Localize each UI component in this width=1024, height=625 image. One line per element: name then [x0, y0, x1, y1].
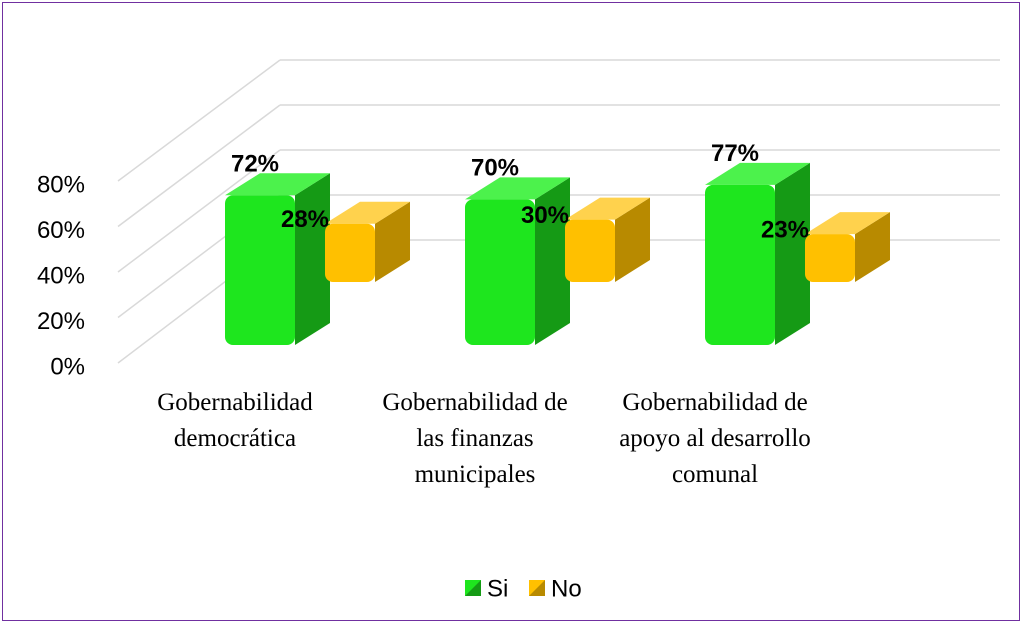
y-tick-label: 40%	[37, 262, 85, 289]
legend-label: No	[551, 575, 582, 602]
bar	[705, 184, 775, 345]
data-label: 72%	[231, 151, 279, 178]
x-tick-label: Gobernabilidad de las finanzas municipal…	[382, 389, 568, 488]
bar-top	[325, 201, 410, 224]
legend-label: Si	[487, 575, 508, 602]
bar	[225, 195, 295, 345]
data-label: 70%	[471, 155, 519, 182]
grid-line	[117, 59, 281, 182]
x-tick-label: Gobernabilidad democrática	[157, 389, 313, 452]
bar-side	[375, 201, 410, 282]
grid-line	[117, 149, 281, 273]
legend-swatch	[529, 580, 545, 596]
bar-top	[705, 162, 810, 185]
bar	[805, 234, 855, 282]
y-tick-label: 0%	[50, 353, 85, 380]
data-label: 23%	[761, 217, 809, 244]
grid-line	[117, 104, 281, 228]
y-tick-label: 80%	[37, 171, 85, 198]
bar	[565, 219, 615, 282]
data-label: 28%	[281, 206, 329, 233]
bar-side	[295, 173, 330, 345]
x-tick-label: Gobernabilidad de apoyo al desarrollo co…	[619, 389, 811, 488]
bar-side	[535, 177, 570, 345]
bar-top	[565, 197, 650, 220]
y-tick-label: 20%	[37, 308, 85, 335]
data-label: 77%	[711, 140, 759, 167]
bar-side	[615, 197, 650, 282]
data-label: 30%	[521, 202, 569, 229]
bar-top	[225, 173, 330, 196]
bar-top	[465, 177, 570, 200]
bar-side	[855, 212, 890, 282]
legend-swatch	[465, 580, 481, 596]
y-tick-label: 60%	[37, 217, 85, 244]
bar	[325, 223, 375, 282]
bar	[465, 199, 535, 345]
bar-side	[775, 162, 810, 345]
bar-top	[805, 212, 890, 235]
